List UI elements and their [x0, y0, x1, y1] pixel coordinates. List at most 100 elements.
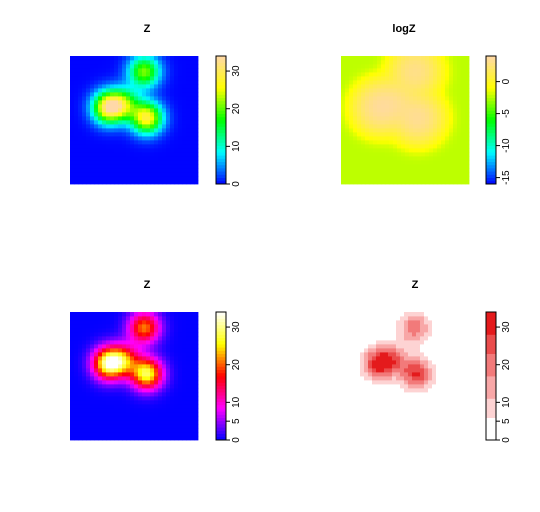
heatmap-cell [146, 168, 151, 173]
colorbar-swatch [216, 155, 226, 159]
heatmap-cell [349, 92, 354, 97]
heatmap-cell [345, 68, 350, 73]
heatmap-cell [78, 428, 83, 433]
heatmap-cell [154, 428, 159, 433]
heatmap-cell [373, 168, 378, 173]
heatmap-cell [437, 164, 442, 169]
heatmap-cell [94, 348, 99, 353]
heatmap-cell [114, 392, 119, 397]
heatmap-cell [182, 128, 187, 133]
heatmap-cell [465, 92, 470, 97]
heatmap-cell [352, 364, 357, 369]
heatmap-cell [356, 356, 361, 361]
heatmap-cell [122, 360, 127, 365]
colorbar-swatch [486, 376, 496, 380]
heatmap-cell [114, 168, 119, 173]
heatmap-cell [372, 348, 377, 353]
heatmap-cell [70, 68, 75, 73]
heatmap-cell [405, 116, 410, 121]
heatmap-cell [134, 152, 139, 157]
heatmap-cell [182, 416, 187, 421]
heatmap-cell [396, 384, 401, 389]
heatmap-cell [114, 380, 119, 385]
heatmap-cell [404, 360, 409, 365]
heatmap-cell [445, 112, 450, 117]
heatmap-cell [118, 340, 123, 345]
heatmap-cell [401, 96, 406, 101]
heatmap-cell [122, 168, 127, 173]
heatmap-cell [182, 328, 187, 333]
heatmap-cell [122, 108, 127, 113]
heatmap-cell [461, 96, 466, 101]
heatmap-cell [70, 112, 75, 117]
heatmap-cell [146, 352, 151, 357]
colorbar-tick-label: -10 [501, 138, 512, 153]
heatmap-cell [405, 112, 410, 117]
heatmap-cell [138, 172, 143, 177]
heatmap-cell [142, 372, 147, 377]
heatmap-cell [106, 328, 111, 333]
heatmap-cell [114, 332, 119, 337]
heatmap-cell [110, 360, 115, 365]
heatmap-cell [170, 116, 175, 121]
heatmap-cell [369, 160, 374, 165]
heatmap-cell [110, 144, 115, 149]
heatmap-cell [122, 312, 127, 317]
heatmap-cell [437, 116, 442, 121]
heatmap-cell [449, 156, 454, 161]
heatmap-cell [154, 60, 159, 65]
heatmap-cell [381, 80, 386, 85]
heatmap-cell [437, 124, 442, 129]
colorbar-swatch [486, 337, 496, 342]
heatmap-cell [118, 176, 123, 181]
heatmap-cell [94, 428, 99, 433]
heatmap-cell [353, 92, 358, 97]
heatmap-cell [401, 180, 406, 185]
heatmap-cell [134, 320, 139, 325]
heatmap-cell [186, 332, 191, 337]
heatmap-cell [146, 428, 151, 433]
heatmap-cell [361, 116, 366, 121]
heatmap-cell [90, 368, 95, 373]
heatmap-cell [90, 428, 95, 433]
heatmap-cell [365, 148, 370, 153]
heatmap-cell [453, 100, 458, 105]
heatmap-cell [397, 136, 402, 141]
heatmap-cell [388, 352, 393, 357]
heatmap-cell [385, 156, 390, 161]
heatmap-cell [413, 160, 418, 165]
colorbar-swatch [486, 312, 496, 316]
heatmap-cell [106, 116, 111, 121]
heatmap-cell [118, 332, 123, 337]
heatmap-cell [380, 332, 385, 337]
heatmap-cell [122, 128, 127, 133]
heatmap-cell [194, 156, 199, 161]
heatmap-cell [166, 376, 171, 381]
heatmap-cell [433, 120, 438, 125]
heatmap-cell [417, 156, 422, 161]
heatmap-cell [70, 328, 75, 333]
colorbar-swatch [486, 408, 496, 412]
heatmap-cell [154, 120, 159, 125]
heatmap-cell [174, 432, 179, 437]
heatmap-cell [98, 328, 103, 333]
heatmap-cell [162, 432, 167, 437]
heatmap-cell [106, 112, 111, 117]
heatmap-cell [400, 332, 405, 337]
heatmap-cell [134, 88, 139, 93]
heatmap-cell [186, 108, 191, 113]
heatmap-cell [170, 140, 175, 145]
heatmap-cell [182, 92, 187, 97]
heatmap-cell [70, 120, 75, 125]
heatmap-cell [194, 84, 199, 89]
heatmap-cell [194, 356, 199, 361]
heatmap-cell [86, 124, 91, 129]
heatmap-cell [377, 108, 382, 113]
heatmap-cell [142, 364, 147, 369]
colorbar-swatch [216, 340, 226, 345]
heatmap-cell [182, 148, 187, 153]
colorbar-swatch [486, 68, 496, 73]
heatmap-cell [86, 344, 91, 349]
heatmap-cell [353, 144, 358, 149]
heatmap-cell [341, 164, 346, 169]
